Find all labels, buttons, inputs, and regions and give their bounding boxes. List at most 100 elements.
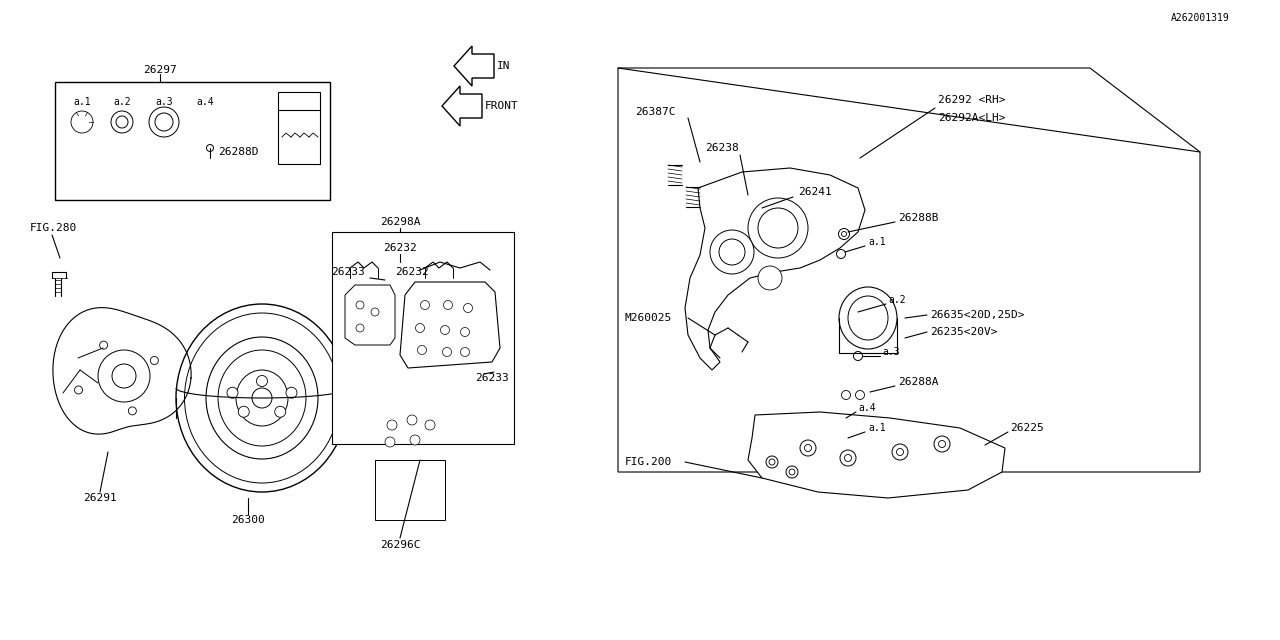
Text: FIG.200: FIG.200 — [625, 457, 672, 467]
Ellipse shape — [206, 337, 317, 459]
Circle shape — [938, 440, 946, 447]
Text: 26296C: 26296C — [380, 540, 420, 550]
Circle shape — [758, 208, 797, 248]
Text: IN: IN — [497, 61, 511, 71]
Circle shape — [111, 111, 133, 133]
Ellipse shape — [177, 304, 348, 492]
Text: 26235<20V>: 26235<20V> — [931, 327, 997, 337]
Circle shape — [443, 301, 453, 310]
Circle shape — [748, 198, 808, 258]
Text: 26232: 26232 — [396, 267, 429, 277]
Circle shape — [407, 415, 417, 425]
Ellipse shape — [849, 296, 888, 340]
Text: a.1: a.1 — [73, 97, 91, 107]
Text: 26300: 26300 — [232, 515, 265, 525]
Text: a.3: a.3 — [155, 97, 173, 107]
Circle shape — [892, 444, 908, 460]
Circle shape — [76, 115, 90, 129]
Text: 26288B: 26288B — [899, 213, 938, 223]
Text: a.1: a.1 — [868, 423, 886, 433]
Circle shape — [440, 326, 449, 335]
Text: M260025: M260025 — [625, 313, 672, 323]
Text: a.2: a.2 — [888, 295, 906, 305]
Circle shape — [753, 205, 763, 216]
Circle shape — [786, 466, 797, 478]
Circle shape — [838, 416, 846, 424]
Circle shape — [356, 301, 364, 309]
Circle shape — [285, 387, 297, 398]
Circle shape — [416, 323, 425, 333]
Text: FIG.280: FIG.280 — [29, 223, 77, 233]
Circle shape — [840, 436, 849, 444]
Text: 26225: 26225 — [1010, 423, 1043, 433]
Circle shape — [854, 351, 863, 360]
Text: 26288D: 26288D — [218, 147, 259, 157]
Circle shape — [150, 356, 159, 365]
Text: 26292 <RH>: 26292 <RH> — [938, 95, 1006, 105]
Text: a.1: a.1 — [868, 237, 886, 247]
Circle shape — [116, 116, 128, 128]
Circle shape — [765, 456, 778, 468]
Circle shape — [845, 454, 851, 461]
Circle shape — [100, 341, 108, 349]
Circle shape — [755, 207, 760, 212]
Circle shape — [275, 406, 285, 417]
Circle shape — [840, 450, 856, 466]
Circle shape — [934, 436, 950, 452]
Text: 26233: 26233 — [475, 373, 509, 383]
Text: a.4: a.4 — [196, 97, 214, 107]
Circle shape — [758, 266, 782, 290]
Circle shape — [805, 445, 812, 451]
Bar — [375, 460, 445, 520]
Circle shape — [387, 420, 397, 430]
Circle shape — [463, 303, 472, 312]
Text: 26232: 26232 — [383, 243, 417, 253]
Bar — [278, 92, 320, 164]
Circle shape — [837, 250, 846, 259]
Text: 26241: 26241 — [797, 187, 832, 197]
Circle shape — [841, 390, 850, 399]
Circle shape — [371, 308, 379, 316]
Circle shape — [206, 145, 214, 152]
Text: A262001319: A262001319 — [1171, 13, 1230, 23]
Circle shape — [385, 437, 396, 447]
Ellipse shape — [218, 350, 306, 446]
Ellipse shape — [184, 313, 339, 483]
Text: 26292A<LH>: 26292A<LH> — [938, 113, 1006, 123]
Circle shape — [461, 328, 470, 337]
Circle shape — [425, 420, 435, 430]
Text: 26387C: 26387C — [635, 107, 676, 117]
Circle shape — [769, 459, 774, 465]
Circle shape — [417, 346, 426, 355]
Polygon shape — [401, 282, 500, 368]
Circle shape — [113, 364, 136, 388]
Circle shape — [148, 107, 179, 137]
Circle shape — [252, 388, 273, 408]
Polygon shape — [748, 412, 1005, 498]
Circle shape — [855, 390, 864, 399]
Circle shape — [227, 387, 238, 398]
Polygon shape — [685, 168, 865, 370]
Circle shape — [356, 324, 364, 332]
Circle shape — [256, 376, 268, 387]
Circle shape — [896, 449, 904, 456]
Polygon shape — [346, 285, 396, 345]
Text: 26288A: 26288A — [899, 377, 938, 387]
Text: 26233: 26233 — [332, 267, 365, 277]
Circle shape — [238, 406, 250, 417]
Circle shape — [128, 407, 137, 415]
Bar — [332, 232, 515, 444]
Polygon shape — [454, 46, 494, 86]
Circle shape — [70, 111, 93, 133]
Text: FRONT: FRONT — [485, 101, 518, 111]
Circle shape — [710, 230, 754, 274]
Text: 26291: 26291 — [83, 493, 116, 503]
Text: 26298A: 26298A — [380, 217, 420, 227]
Circle shape — [461, 348, 470, 356]
Ellipse shape — [838, 287, 897, 349]
Circle shape — [838, 228, 850, 239]
Bar — [55, 82, 330, 200]
Circle shape — [410, 435, 420, 445]
Circle shape — [788, 469, 795, 475]
Circle shape — [841, 232, 846, 237]
